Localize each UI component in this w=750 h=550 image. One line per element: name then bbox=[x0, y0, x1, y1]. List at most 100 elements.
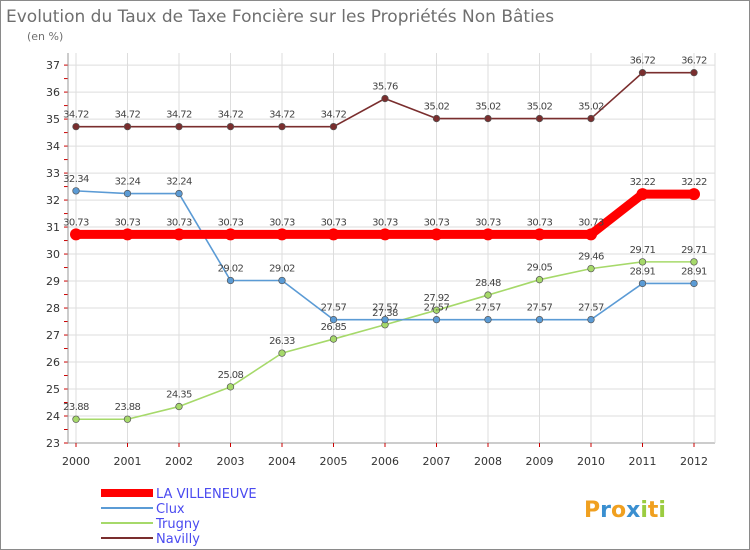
legend-label: Clux bbox=[156, 502, 185, 517]
y-tick-label: 37 bbox=[46, 59, 60, 72]
data-label: 35.76 bbox=[372, 82, 398, 93]
x-tick-label: 2006 bbox=[371, 455, 399, 468]
x-tick-label: 2002 bbox=[165, 455, 193, 468]
data-point bbox=[72, 415, 80, 423]
logo-letter: i bbox=[658, 498, 666, 523]
data-point bbox=[175, 189, 183, 198]
data-label: 27.92 bbox=[424, 293, 450, 304]
y-tick-label: 35 bbox=[46, 113, 60, 126]
data-label: 25.08 bbox=[218, 370, 244, 381]
data-point bbox=[70, 228, 82, 241]
data-point bbox=[432, 315, 441, 324]
data-point bbox=[533, 228, 546, 241]
data-point bbox=[636, 188, 649, 201]
data-label: 28.48 bbox=[475, 278, 501, 289]
data-point bbox=[123, 189, 132, 198]
data-point bbox=[587, 114, 595, 123]
data-label: 30.73 bbox=[166, 217, 192, 228]
data-label: 23.88 bbox=[115, 402, 141, 413]
y-tick-label: 23 bbox=[46, 437, 60, 450]
data-label: 34.72 bbox=[218, 110, 244, 121]
data-point bbox=[587, 315, 595, 324]
data-label: 30.73 bbox=[527, 217, 553, 228]
y-tick-label: 32 bbox=[46, 194, 60, 207]
data-label: 32.24 bbox=[115, 177, 141, 188]
data-point bbox=[173, 228, 185, 241]
data-label: 34.72 bbox=[63, 110, 89, 121]
proxiti-logo: Proxiti bbox=[584, 498, 666, 523]
x-tick-label: 2001 bbox=[114, 455, 142, 468]
data-label: 27.57 bbox=[424, 303, 450, 314]
data-label: 23.88 bbox=[63, 402, 89, 413]
data-label: 26.33 bbox=[269, 336, 295, 347]
data-label: 26.85 bbox=[321, 322, 347, 333]
data-label: 34.72 bbox=[321, 110, 347, 121]
data-label: 29.71 bbox=[681, 245, 707, 256]
data-point bbox=[482, 228, 494, 241]
data-label: 27.57 bbox=[527, 303, 553, 314]
y-tick-label: 27 bbox=[46, 329, 60, 342]
data-labels: 30.73 30.73 30.73 30.73 30.73 30.73 30.73 30.73… bbox=[63, 56, 707, 414]
data-label: 35.02 bbox=[578, 102, 604, 113]
data-point bbox=[381, 94, 389, 103]
series-group bbox=[70, 69, 700, 423]
axes: 23 24 25 26 27 28 29 30 31 32 33 34 35 36 37 2000 2001 20… bbox=[46, 53, 716, 468]
x-tick-label: 2005 bbox=[320, 455, 348, 468]
data-point bbox=[278, 122, 286, 131]
data-label: 30.73 bbox=[218, 217, 244, 228]
data-label: 30.73 bbox=[372, 217, 398, 228]
data-point bbox=[432, 306, 441, 314]
logo-letter: o bbox=[611, 498, 626, 523]
data-label: 28.91 bbox=[681, 266, 707, 277]
legend-label: Trugny bbox=[155, 517, 200, 532]
data-point bbox=[587, 264, 595, 273]
data-point bbox=[690, 69, 698, 77]
data-label: 34.72 bbox=[115, 110, 141, 121]
data-point bbox=[690, 258, 698, 266]
logo-letter: r bbox=[600, 498, 611, 523]
x-tick-label: 2003 bbox=[217, 455, 245, 468]
data-label: 30.73 bbox=[115, 217, 141, 228]
data-label: 30.73 bbox=[321, 217, 347, 228]
data-point bbox=[430, 228, 443, 241]
data-label: 32.24 bbox=[166, 177, 192, 188]
data-label: 32.34 bbox=[63, 174, 89, 185]
data-point bbox=[484, 291, 492, 299]
data-point bbox=[226, 383, 235, 391]
y-tick-label: 26 bbox=[46, 356, 60, 369]
data-point bbox=[432, 114, 441, 123]
x-tick-label: 2009 bbox=[526, 455, 554, 468]
logo-letter: P bbox=[584, 498, 600, 523]
data-label: 30.73 bbox=[424, 217, 450, 228]
data-point bbox=[329, 315, 338, 324]
chart-subtitle: (en %) bbox=[27, 30, 63, 43]
data-point bbox=[638, 279, 647, 288]
y-tick-label: 31 bbox=[46, 221, 60, 234]
y-tick-label: 30 bbox=[46, 248, 60, 261]
grid bbox=[68, 53, 715, 444]
data-label: 27.57 bbox=[321, 303, 347, 314]
y-tick-label: 28 bbox=[46, 302, 60, 315]
data-label: 27.57 bbox=[475, 303, 501, 314]
plot-area bbox=[68, 53, 715, 443]
data-label: 29.46 bbox=[578, 252, 604, 263]
data-label: 27.38 bbox=[372, 308, 398, 319]
data-point bbox=[276, 228, 288, 241]
data-label: 34.72 bbox=[166, 110, 192, 121]
data-point bbox=[72, 187, 80, 195]
data-label: 28.91 bbox=[630, 266, 656, 277]
y-tick-label: 36 bbox=[46, 86, 60, 99]
data-point bbox=[638, 258, 647, 266]
data-point bbox=[381, 315, 389, 324]
data-point bbox=[688, 188, 700, 201]
data-point bbox=[535, 315, 544, 324]
data-point bbox=[278, 349, 286, 357]
data-point bbox=[327, 228, 340, 241]
data-point bbox=[226, 276, 235, 285]
data-point bbox=[224, 228, 237, 241]
data-point bbox=[690, 279, 698, 288]
x-tick-label: 2008 bbox=[474, 455, 502, 468]
y-tick-label: 24 bbox=[46, 410, 60, 423]
x-tick-label: 2010 bbox=[577, 455, 605, 468]
